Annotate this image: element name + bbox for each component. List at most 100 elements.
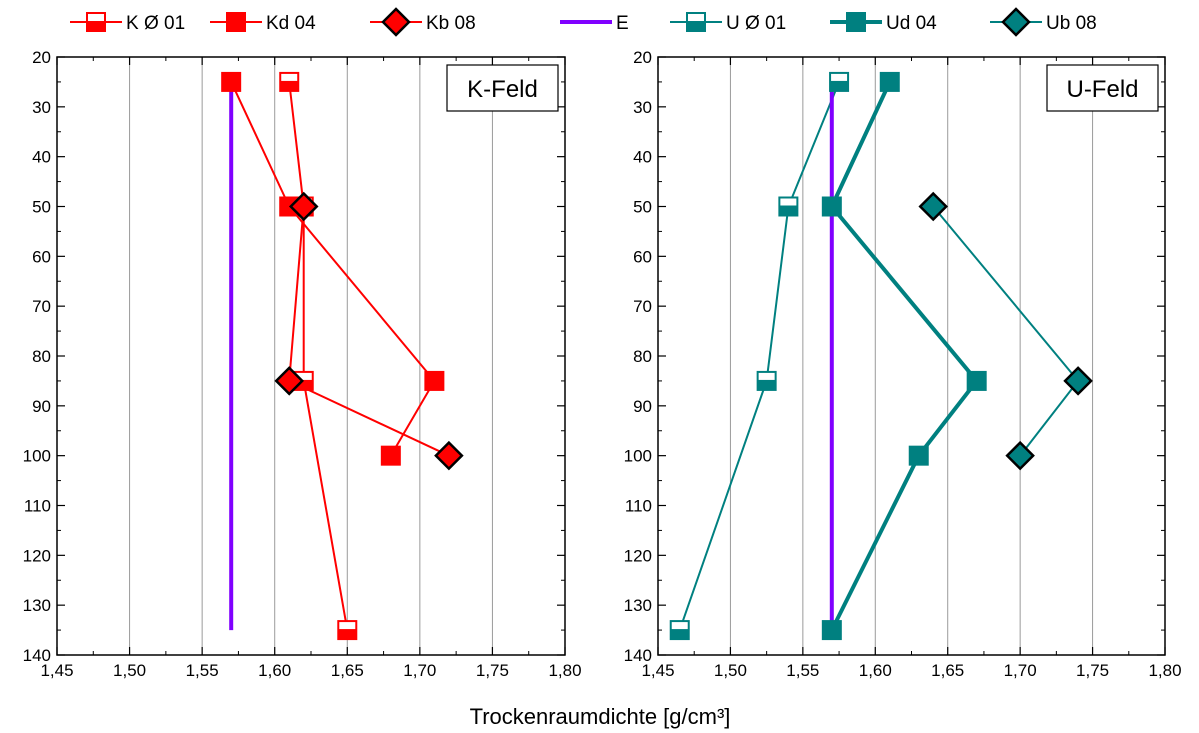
gridlines [129, 57, 493, 655]
x-tick-label: 1,45 [641, 661, 674, 680]
data-point-ud-04 [821, 620, 842, 641]
legend-label: Ub 08 [1046, 13, 1097, 34]
x-axis-title: Trockenraumdichte [g/cm³] [470, 704, 731, 729]
legend-label: Kb 08 [426, 13, 476, 34]
data-point-kb-08 [434, 440, 464, 471]
legend-swatch-marker [381, 7, 411, 37]
series-markers [221, 71, 464, 641]
data-point-ud-04 [879, 71, 900, 92]
legend-swatch-marker [686, 12, 706, 32]
legend-entry-k-o-01: K Ø 01 [70, 12, 185, 34]
data-point-kb-08 [274, 366, 304, 396]
y-tick-label: 120 [23, 546, 51, 565]
legend-entry-e: E [560, 13, 629, 34]
y-tick-label: 20 [633, 48, 652, 67]
field-label: U-Feld [1066, 76, 1138, 103]
y-tick-label: 140 [624, 646, 652, 665]
y-tick-label: 30 [633, 98, 652, 117]
panel-u-feld: 1,45 1,50 1,55 1,60 1,65 1,70 1,75 1,80 20 30 40 50… [624, 48, 1182, 680]
y-tick-label: 70 [32, 297, 51, 316]
y-tick-label: 70 [633, 297, 652, 316]
data-point-u-o-01 [829, 71, 850, 92]
y-tick-label: 60 [633, 247, 652, 266]
x-tick-label: 1,65 [931, 661, 964, 680]
y-tick-label: 130 [23, 596, 51, 615]
x-tick-label: 1,75 [476, 661, 509, 680]
data-point-u-o-01 [669, 620, 690, 641]
y-tick-label: 50 [633, 198, 652, 217]
y-tick-label: 90 [32, 397, 51, 416]
x-tick-label: 1,50 [714, 661, 747, 680]
legend-entry-ub-08: Ub 08 [990, 7, 1097, 37]
y-tick-label: 40 [633, 148, 652, 167]
gridlines [729, 57, 1094, 655]
field-label: K-Feld [467, 76, 538, 103]
legend-swatch-marker [86, 12, 106, 32]
series-lines [229, 81, 450, 631]
legend-entry-ud-04: Ud 04 [830, 12, 937, 34]
field-label-box: K-Feld [446, 64, 559, 112]
plot-frame [56, 56, 566, 656]
legend-entry-kd-04: Kd 04 [210, 12, 316, 34]
legend: K Ø 01 Kd 04 Kb 08 E U Ø 01 Ud 04 Ub 08 [70, 7, 1097, 37]
x-tick-label: 1,60 [859, 661, 892, 680]
x-tick-label: 1,80 [1148, 661, 1181, 680]
y-tick-label: 100 [23, 447, 51, 466]
series-markers [669, 71, 1093, 641]
y-tick-label: 20 [32, 48, 51, 67]
panel-k-feld: 1,45 1,50 1,55 1,60 1,65 1,70 1,75 1,80 20 30 40 50… [23, 48, 582, 680]
x-tick-label: 1,60 [258, 661, 291, 680]
data-point-kd-04 [380, 445, 401, 466]
data-point-kb-08 [288, 191, 319, 222]
y-tick-label: 100 [624, 447, 652, 466]
x-tick-label: 1,70 [1004, 661, 1037, 680]
y-tick-label: 110 [625, 497, 652, 516]
data-point-ub-08 [1005, 440, 1035, 471]
legend-entry-u-o-01: U Ø 01 [670, 12, 786, 34]
y-tick-label: 80 [633, 347, 652, 366]
x-tick-label: 1,55 [186, 661, 219, 680]
legend-label: U Ø 01 [726, 13, 786, 34]
data-point-k-o-01 [337, 620, 358, 641]
x-tick-label: 1,50 [113, 661, 146, 680]
x-tick-label: 1,80 [548, 661, 581, 680]
y-axis-ticks: 20 30 40 50 60 70 80 90 100 110 120 130 140 [624, 48, 1165, 665]
field-label-box: U-Feld [1046, 64, 1159, 112]
legend-entry-kb-08: Kb 08 [370, 7, 476, 37]
series-lines [678, 81, 1080, 631]
data-point-ub-08 [918, 191, 948, 222]
x-axis-ticks: 1,45 1,50 1,55 1,60 1,65 1,70 1,75 1,80 [40, 57, 582, 680]
legend-swatch-marker [226, 12, 246, 32]
y-tick-label: 130 [624, 596, 652, 615]
series-line-ub-08 [932, 205, 1080, 457]
data-point-kd-04 [424, 370, 445, 391]
y-tick-label: 120 [624, 546, 652, 565]
y-tick-label: 30 [32, 98, 51, 117]
plot-frame [657, 56, 1166, 656]
y-tick-label: 90 [633, 397, 652, 416]
data-point-ud-04 [908, 445, 929, 466]
data-point-u-o-01 [756, 370, 777, 391]
legend-swatch-marker [1001, 7, 1031, 37]
legend-label: K Ø 01 [126, 13, 185, 34]
x-tick-label: 1,70 [403, 661, 436, 680]
legend-label: Kd 04 [266, 13, 316, 34]
x-tick-label: 1,55 [786, 661, 819, 680]
series-line-ud-04 [829, 81, 979, 631]
y-tick-label: 40 [32, 148, 51, 167]
series-line-k-o-01 [288, 81, 349, 631]
y-tick-label: 50 [32, 198, 51, 217]
x-tick-label: 1,65 [331, 661, 364, 680]
series-line-u-o-01 [678, 81, 841, 631]
y-axis-ticks: 20 30 40 50 60 70 80 90 100 110 120 130 140 [23, 48, 565, 665]
data-point-ub-08 [1063, 366, 1093, 396]
x-axis-ticks: 1,45 1,50 1,55 1,60 1,65 1,70 1,75 1,80 [641, 57, 1182, 680]
data-point-k-o-01 [279, 71, 300, 92]
series-line-kd-04 [230, 81, 436, 457]
data-point-u-o-01 [778, 196, 799, 217]
data-point-kd-04 [221, 71, 242, 92]
x-tick-label: 1,75 [1076, 661, 1109, 680]
data-point-ud-04 [821, 196, 842, 217]
y-tick-label: 110 [24, 497, 51, 516]
y-tick-label: 140 [23, 646, 51, 665]
